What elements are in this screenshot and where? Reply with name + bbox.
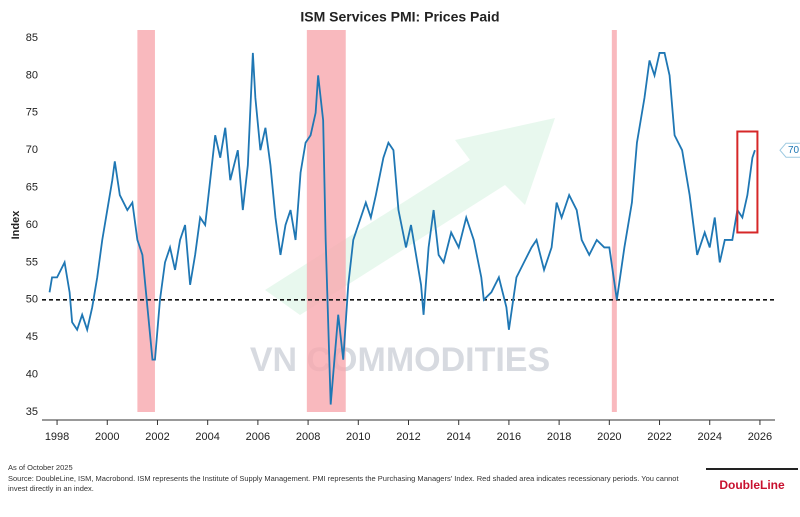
y-tick-label: 60 [26, 219, 38, 231]
y-tick-label: 75 [26, 107, 38, 119]
y-tick-label: 85 [26, 32, 38, 44]
x-tick-label: 2016 [497, 431, 521, 443]
x-tick-label: 2008 [296, 431, 320, 443]
recession-band [306, 30, 346, 412]
x-tick-label: 2026 [748, 431, 772, 443]
y-tick-label: 45 [26, 331, 38, 343]
x-tick-label: 2010 [346, 431, 370, 443]
x-tick-label: 2022 [647, 431, 671, 443]
x-tick-label: 2020 [597, 431, 621, 443]
watermark: VN COMMODITIES [250, 341, 550, 379]
note: As of October 2025 [8, 463, 73, 472]
recession-band [137, 30, 155, 412]
x-tick-label: 2002 [145, 431, 169, 443]
series-line [48, 52, 756, 405]
x-tick-label: 2000 [95, 431, 119, 443]
chart-title: ISM Services PMI: Prices Paid [300, 9, 499, 25]
x-tick-label: 2006 [246, 431, 270, 443]
logo: DoubleLine [719, 478, 785, 492]
end-label: 70 [788, 145, 800, 156]
x-tick-label: 2018 [547, 431, 571, 443]
x-tick-label: 2004 [195, 431, 219, 443]
y-axis-label: Index [10, 210, 22, 240]
y-tick-label: 80 [26, 69, 38, 81]
y-tick-label: 70 [26, 144, 38, 156]
recession-band [611, 30, 617, 412]
chart: ISM Services PMI: Prices Paid Index VN C… [10, 9, 800, 443]
logo-box: DoubleLine [706, 468, 798, 496]
end-label-box [779, 142, 800, 158]
y-tick-label: 55 [26, 256, 38, 268]
x-tick-label: 2024 [697, 431, 721, 443]
highlight-box [736, 130, 759, 234]
x-tick-label: 1998 [45, 431, 69, 443]
note: Source: DoubleLine, ISM, Macrobond. ISM … [8, 474, 679, 493]
x-tick-label: 2014 [446, 431, 470, 443]
y-tick-label: 35 [26, 406, 38, 418]
y-tick-label: 40 [26, 369, 38, 381]
y-tick-label: 50 [26, 294, 38, 306]
y-tick-label: 65 [26, 182, 38, 194]
x-tick-label: 2012 [396, 431, 420, 443]
